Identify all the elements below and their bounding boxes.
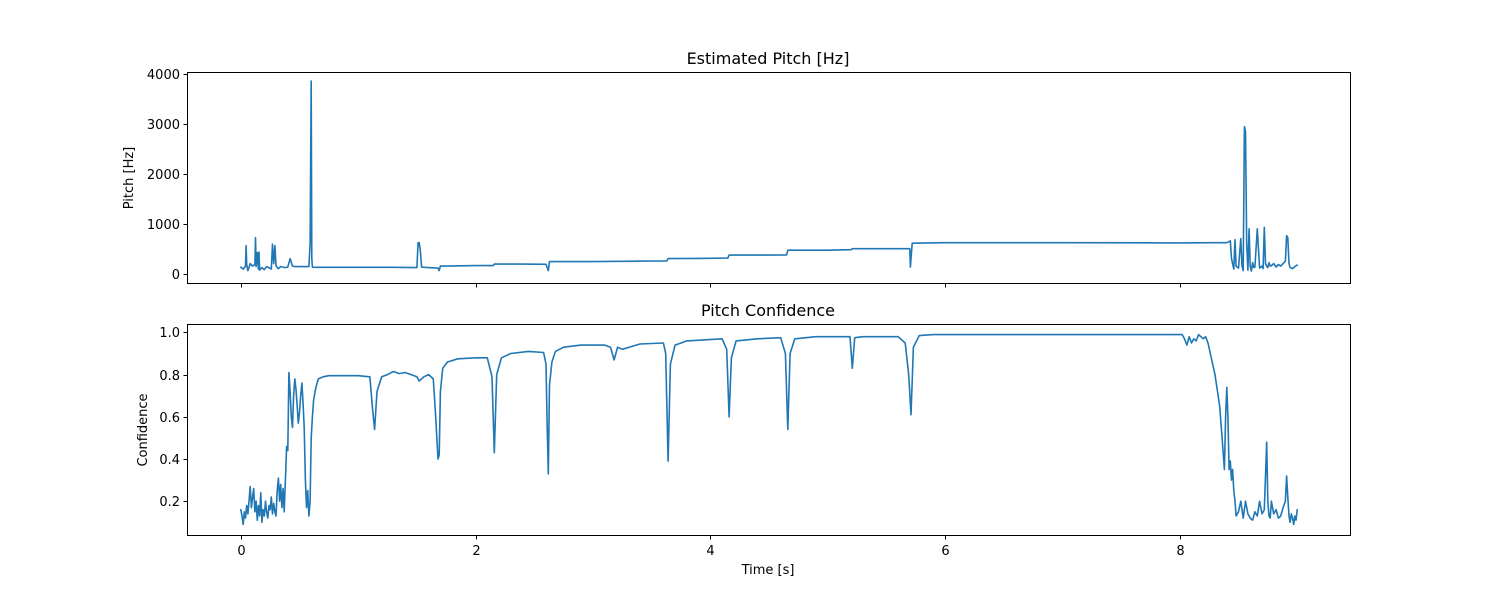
confidence-x-tick-label: 0 — [237, 544, 245, 559]
confidence-y-tick-label: 0.6 — [159, 411, 180, 426]
confidence-x-axis-label: Time [s] — [741, 563, 795, 578]
pitch-y-ticks: 0 1000 2000 3000 4000 — [147, 68, 188, 283]
pitch-y-tick-label: 0 — [172, 268, 180, 283]
confidence-y-axis-label: Confidence — [136, 393, 151, 466]
confidence-x-tick-label: 6 — [941, 544, 949, 559]
pitch-series-line — [240, 80, 1298, 272]
pitch-y-tick-label: 1000 — [147, 218, 180, 233]
confidence-y-tick-label: 0.8 — [159, 369, 180, 384]
pitch-y-axis-label: Pitch [Hz] — [122, 147, 137, 210]
confidence-x-tick-label: 8 — [1176, 544, 1184, 559]
pitch-y-tick-label: 3000 — [147, 118, 180, 133]
confidence-x-tick-label: 4 — [706, 544, 714, 559]
confidence-series-line — [240, 333, 1298, 526]
pitch-panel: Estimated Pitch [Hz] 0 1000 2000 3000 4000 P… — [122, 49, 1351, 288]
confidence-y-ticks: 0.2 0.4 0.6 0.8 1.0 — [159, 326, 188, 510]
confidence-y-tick-label: 0.4 — [159, 453, 180, 468]
pitch-y-tick-label: 4000 — [147, 68, 180, 83]
pitch-y-tick-label: 2000 — [147, 168, 180, 183]
confidence-axes-frame — [187, 324, 1351, 536]
confidence-title: Pitch Confidence — [701, 301, 835, 320]
confidence-y-tick-label: 0.2 — [159, 495, 180, 510]
confidence-panel: Pitch Confidence 0.2 0.4 0.6 0.8 1.0 0 2 4 6 8 C… — [136, 301, 1351, 578]
confidence-x-tick-label: 2 — [472, 544, 480, 559]
confidence-y-tick-label: 1.0 — [159, 326, 180, 341]
pitch-axes-frame — [187, 72, 1351, 284]
pitch-title: Estimated Pitch [Hz] — [687, 49, 850, 68]
